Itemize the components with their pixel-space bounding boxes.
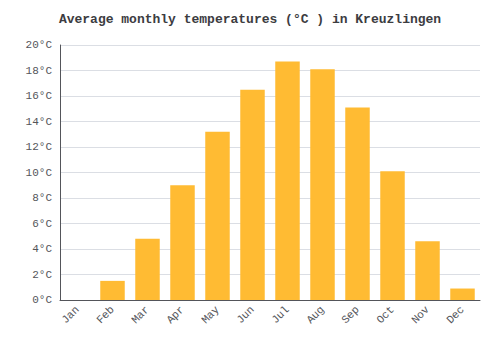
svg-text:Jul: Jul (269, 304, 291, 326)
svg-text:6°C: 6°C (32, 218, 52, 230)
svg-text:18°C: 18°C (26, 65, 53, 77)
svg-text:4°C: 4°C (32, 243, 52, 255)
svg-text:Feb: Feb (94, 304, 116, 326)
svg-text:Average monthly temperatures (: Average monthly temperatures (°C ) in Kr… (59, 12, 441, 27)
svg-text:14°C: 14°C (26, 116, 53, 128)
svg-text:Jun: Jun (234, 304, 256, 326)
svg-text:16°C: 16°C (26, 90, 53, 102)
svg-text:8°C: 8°C (32, 192, 52, 204)
svg-text:Jan: Jan (59, 304, 81, 326)
svg-text:20°C: 20°C (26, 39, 53, 51)
svg-text:Nov: Nov (409, 303, 432, 326)
svg-text:10°C: 10°C (26, 167, 53, 179)
svg-text:Mar: Mar (129, 304, 151, 326)
svg-text:Aug: Aug (304, 304, 326, 326)
svg-text:Sep: Sep (339, 304, 361, 326)
svg-text:Apr: Apr (164, 304, 186, 326)
svg-text:12°C: 12°C (26, 141, 53, 153)
svg-text:2°C: 2°C (32, 269, 52, 281)
svg-text:Dec: Dec (444, 304, 466, 326)
svg-text:Oct: Oct (374, 304, 396, 326)
svg-text:May: May (199, 303, 222, 326)
svg-text:0°C: 0°C (32, 294, 52, 306)
